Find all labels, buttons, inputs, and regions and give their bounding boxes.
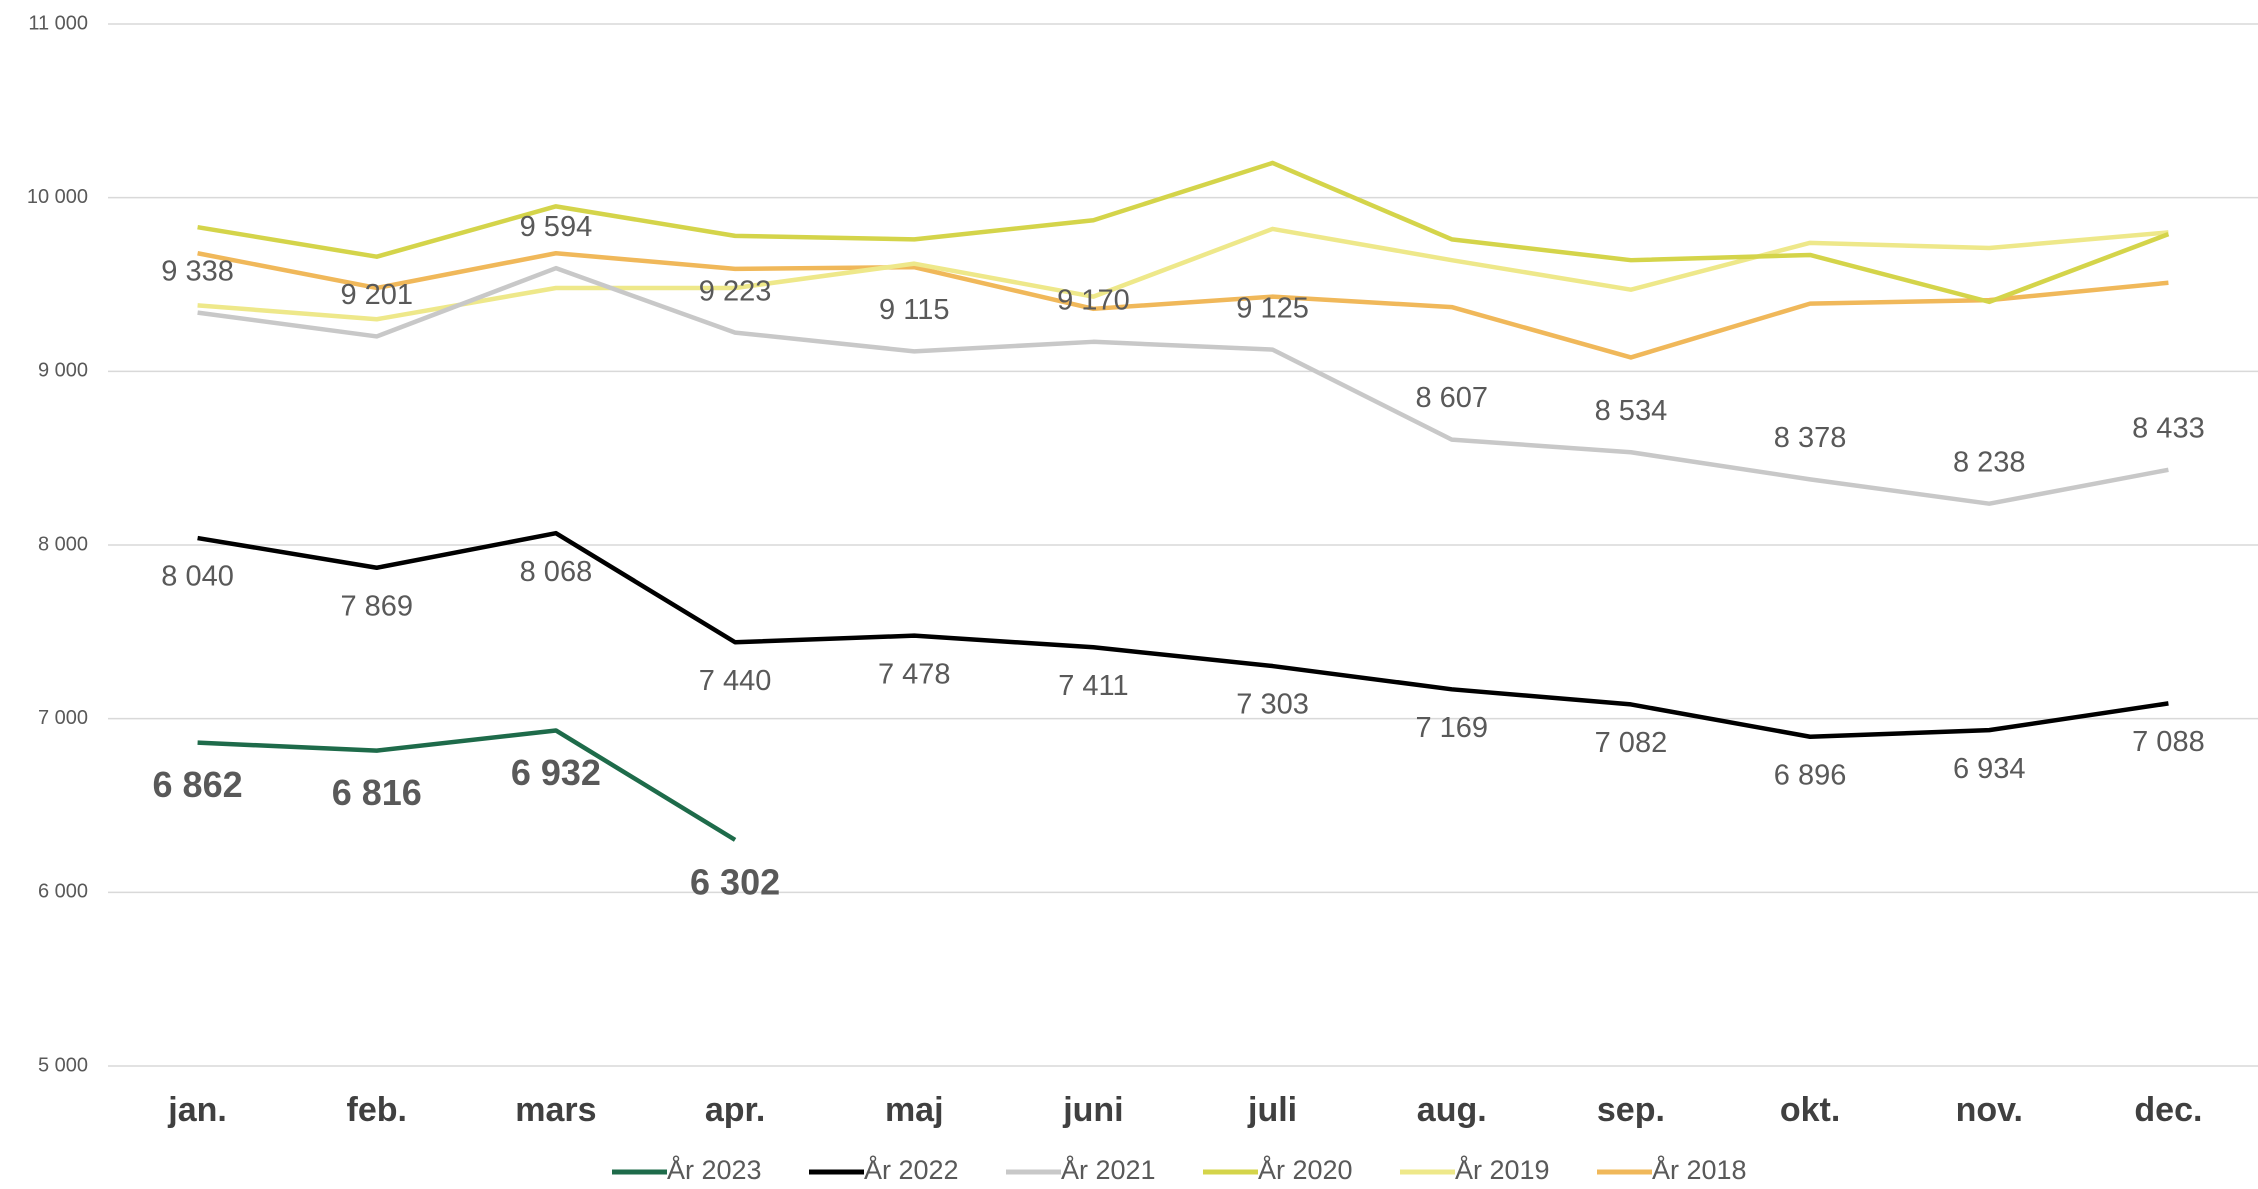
x-tick-label: maj [885, 1091, 944, 1129]
data-label: 7 440 [699, 665, 772, 697]
y-tick-label: 5 000 [38, 1054, 88, 1076]
data-label: 8 534 [1595, 395, 1668, 427]
legend-item: År 2020 [1203, 1154, 1353, 1185]
x-tick-label: okt. [1780, 1091, 1840, 1129]
data-label: 8 238 [1953, 446, 2026, 478]
x-tick-label: mars [515, 1091, 596, 1129]
data-label: 8 433 [2132, 412, 2205, 444]
data-label: 9 115 [879, 294, 949, 326]
data-label: 6 932 [511, 752, 601, 793]
legend-item: År 2022 [809, 1154, 959, 1185]
data-label: 7 303 [1236, 689, 1309, 721]
legend-label: År 2018 [1652, 1154, 1747, 1185]
x-tick-label: feb. [347, 1091, 407, 1129]
x-tick-label: aug. [1417, 1091, 1487, 1129]
series-line [197, 530, 2169, 739]
data-label: 9 170 [1057, 284, 1130, 316]
legend-label: År 2020 [1258, 1154, 1353, 1185]
y-tick-label: 7 000 [38, 707, 88, 729]
y-tick-label: 6 000 [38, 881, 88, 903]
data-label: 9 594 [520, 211, 593, 243]
data-label: 7 169 [1415, 712, 1488, 744]
data-label: 6 302 [690, 861, 780, 902]
data-label: 7 088 [2132, 726, 2205, 758]
data-label: 6 862 [153, 764, 243, 805]
data-label: 8 607 [1415, 382, 1488, 414]
x-tick-label: apr. [705, 1091, 765, 1129]
legend-label: År 2021 [1061, 1154, 1156, 1185]
y-tick-label: 8 000 [38, 533, 88, 555]
data-label: 6 896 [1774, 759, 1847, 791]
legend-item: År 2023 [612, 1154, 762, 1185]
x-tick-label: jan. [167, 1091, 227, 1129]
data-label: 9 223 [699, 275, 772, 307]
legend-item: År 2018 [1597, 1154, 1747, 1185]
data-label: 7 082 [1595, 727, 1668, 759]
series-line [197, 728, 737, 842]
series-line [197, 265, 2169, 506]
data-label: 9 201 [340, 279, 413, 311]
legend-item: År 2019 [1400, 1154, 1550, 1185]
x-tick-label: dec. [2134, 1091, 2202, 1129]
series-line [197, 226, 2169, 322]
data-label: 8 040 [161, 561, 234, 593]
series-line [197, 250, 2169, 360]
data-label: 8 378 [1774, 422, 1847, 454]
y-tick-label: 10 000 [27, 186, 88, 208]
data-label: 8 068 [520, 556, 593, 588]
data-label: 9 125 [1236, 292, 1309, 324]
y-tick-label: 9 000 [38, 360, 88, 382]
data-label: 9 338 [161, 255, 234, 287]
data-label: 7 478 [878, 658, 951, 690]
x-tick-label: nov. [1956, 1091, 2023, 1129]
x-tick-label: juli [1247, 1091, 1297, 1129]
x-tick-label: juni [1062, 1091, 1123, 1129]
data-label: 6 816 [332, 772, 422, 813]
data-label: 7 411 [1058, 670, 1128, 702]
data-label: 6 934 [1953, 753, 2026, 785]
legend-label: År 2023 [667, 1154, 762, 1185]
legend-item: År 2021 [1006, 1154, 1156, 1185]
legend-label: År 2019 [1455, 1154, 1550, 1185]
y-tick-label: 11 000 [28, 12, 88, 34]
series-line [197, 160, 2170, 305]
x-tick-label: sep. [1597, 1091, 1665, 1129]
data-label: 7 869 [340, 590, 413, 622]
legend-label: År 2022 [864, 1154, 959, 1185]
